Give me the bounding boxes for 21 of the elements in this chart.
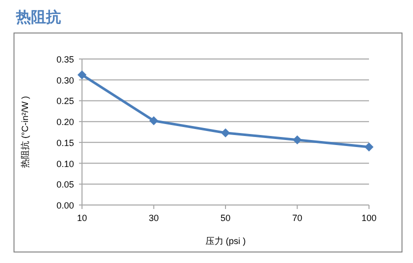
x-axis-title: 压力 (psi ) — [205, 236, 246, 246]
point — [221, 128, 230, 138]
x-tick-label: 100 — [361, 213, 377, 223]
y-tick-label: 0.00 — [56, 200, 74, 210]
y-tick-label: 0.20 — [56, 117, 74, 128]
y-tick-label: 0.30 — [56, 75, 74, 86]
y-axis-title: 热阻抗 (°C-in²/W ) — [20, 96, 30, 168]
x-tick-label: 50 — [220, 213, 231, 223]
y-tick-label: 0.05 — [56, 180, 74, 190]
y-tick-label: 0.15 — [56, 138, 74, 148]
chart-title: 热阻抗 — [15, 9, 61, 26]
y-tick-label: 0.35 — [56, 54, 74, 64]
point — [364, 142, 374, 152]
y-tick-label: 0.25 — [56, 96, 74, 106]
y-tick-label: 0.10 — [56, 158, 74, 169]
x-tick-label: 70 — [292, 213, 302, 223]
x-tick-label: 10 — [76, 213, 88, 223]
point — [78, 70, 86, 80]
x-tick-label: 30 — [148, 213, 159, 223]
point — [149, 116, 158, 126]
point — [292, 135, 302, 144]
